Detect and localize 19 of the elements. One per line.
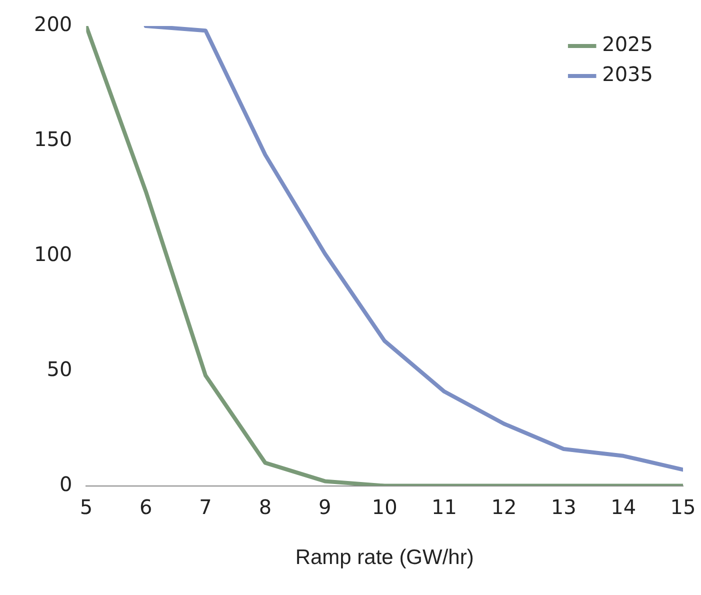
x-tick-label: 14	[610, 495, 636, 520]
x-tick-label: 7	[199, 495, 212, 520]
x-axis-title: Ramp rate (GW/hr)	[295, 546, 474, 570]
x-tick-label: 12	[491, 495, 517, 520]
y-tick-label: 50	[46, 357, 72, 382]
legend-label: 2035	[602, 62, 654, 86]
x-tick-label: 11	[432, 495, 457, 520]
x-tick-label: 15	[670, 495, 696, 520]
x-tick-label: 8	[258, 495, 272, 520]
legend-label: 2025	[602, 32, 654, 56]
y-tick-label: 200	[34, 12, 72, 36]
x-tick-label: 10	[372, 495, 398, 520]
y-tick-label: 100	[34, 242, 72, 266]
y-tick-label: 0	[59, 472, 72, 496]
x-tick-label: 6	[139, 495, 152, 520]
x-tick-label: 13	[550, 495, 576, 520]
x-tick-label: 5	[80, 495, 93, 520]
y-tick-label: 150	[34, 127, 72, 152]
x-tick-label: 9	[318, 495, 332, 520]
